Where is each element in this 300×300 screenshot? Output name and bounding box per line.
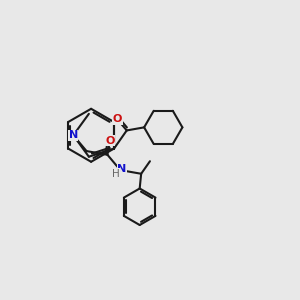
Text: H: H [112,169,120,178]
Text: N: N [117,164,126,174]
Text: O: O [105,136,115,146]
Text: O: O [112,114,122,124]
Text: N: N [69,130,78,140]
